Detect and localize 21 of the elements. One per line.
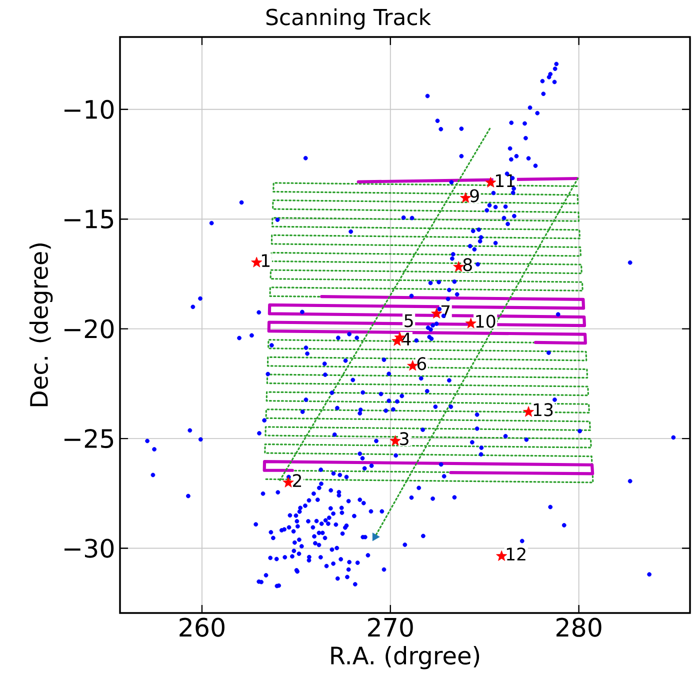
- y-axis-title: Dec. (degree): [29, 244, 53, 406]
- annotation: 5: [404, 314, 413, 328]
- annotation: 12: [506, 548, 526, 560]
- annotation: 2: [293, 474, 302, 487]
- x-tick-label: 270: [368, 618, 413, 637]
- annotation: 3: [400, 432, 408, 446]
- y-tick-label: −10: [64, 100, 114, 119]
- y-tick-label: −15: [64, 210, 114, 229]
- x-axis-title: R.A. (drgree): [331, 646, 480, 670]
- annotation: 10: [476, 314, 496, 328]
- annotation: 6: [417, 357, 426, 370]
- y-tick-label: −25: [64, 428, 114, 448]
- y-tick-label: −30: [64, 538, 114, 558]
- x-tick-label: 280: [556, 618, 602, 637]
- annotation: 1: [262, 254, 270, 267]
- annotation: 13: [534, 403, 553, 416]
- x-tick-label: 260: [180, 618, 224, 637]
- annotation: 8: [463, 258, 472, 272]
- annotation: 9: [470, 189, 479, 202]
- chart-title: Scanning Track: [266, 8, 431, 30]
- y-tick-label: −20: [64, 319, 114, 338]
